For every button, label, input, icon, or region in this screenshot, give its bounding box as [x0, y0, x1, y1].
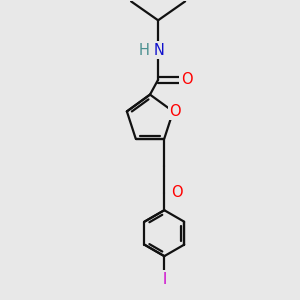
- Text: O: O: [181, 72, 192, 87]
- Text: O: O: [169, 104, 181, 119]
- Text: I: I: [162, 272, 167, 286]
- Text: O: O: [171, 185, 182, 200]
- Text: N: N: [154, 43, 165, 58]
- Text: H: H: [139, 43, 149, 58]
